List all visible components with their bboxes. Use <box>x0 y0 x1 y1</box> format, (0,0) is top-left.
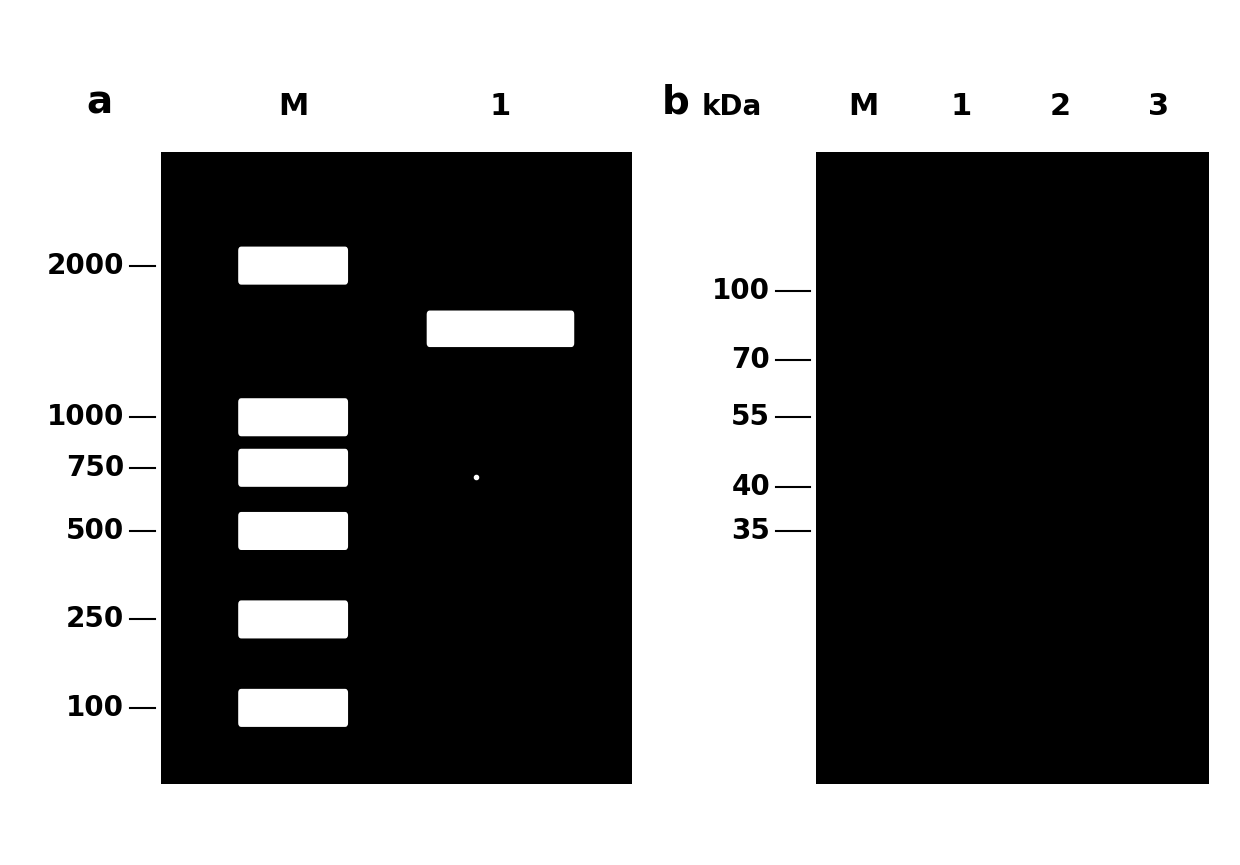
FancyBboxPatch shape <box>238 600 348 638</box>
FancyBboxPatch shape <box>238 512 348 550</box>
Text: 2: 2 <box>1049 93 1070 121</box>
Text: kDa: kDa <box>702 93 763 121</box>
Text: 250: 250 <box>66 606 124 633</box>
Text: 35: 35 <box>732 517 770 545</box>
FancyBboxPatch shape <box>816 152 1209 784</box>
Text: 1000: 1000 <box>47 403 124 432</box>
Text: 750: 750 <box>66 454 124 482</box>
Text: 70: 70 <box>732 346 770 375</box>
FancyBboxPatch shape <box>238 247 348 285</box>
Text: 40: 40 <box>732 473 770 501</box>
Text: 100: 100 <box>712 277 770 304</box>
FancyBboxPatch shape <box>238 449 348 487</box>
Text: 55: 55 <box>732 403 770 432</box>
Text: 1: 1 <box>951 93 972 121</box>
Text: a: a <box>87 83 113 121</box>
Text: M: M <box>278 93 309 121</box>
Text: 3: 3 <box>1148 93 1169 121</box>
Text: 500: 500 <box>66 517 124 545</box>
FancyBboxPatch shape <box>238 689 348 727</box>
Text: 1: 1 <box>490 93 511 121</box>
Text: 2000: 2000 <box>47 252 124 279</box>
FancyBboxPatch shape <box>161 152 632 784</box>
Text: 100: 100 <box>66 694 124 722</box>
FancyBboxPatch shape <box>427 311 574 347</box>
Text: b: b <box>662 83 689 121</box>
FancyBboxPatch shape <box>238 398 348 436</box>
Text: M: M <box>848 93 878 121</box>
